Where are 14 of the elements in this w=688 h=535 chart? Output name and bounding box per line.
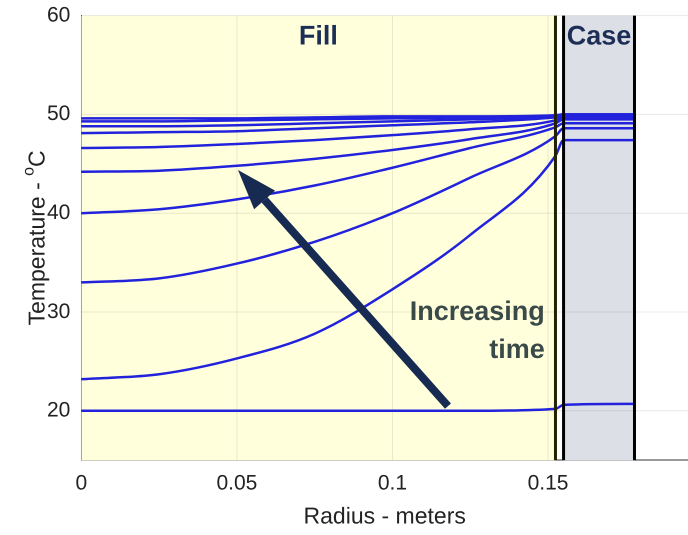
band-label: Case (566, 20, 632, 51)
x-tick-label: 0.05 (216, 472, 258, 495)
y-tick-label: 60 (47, 3, 70, 26)
y-tick-label: 50 (47, 102, 70, 126)
band-label: Fill (298, 20, 338, 51)
annotation: Increasing time (408, 295, 545, 366)
x-tick-label: 0 (76, 472, 88, 495)
y-tick-label: 20 (47, 398, 70, 422)
y-axis-title: Temperature - oC (20, 150, 50, 326)
x-tick-label: 0.1 (378, 472, 408, 495)
y-tick-label: 40 (47, 200, 70, 224)
x-axis-title: Radius - meters (304, 502, 466, 529)
x-tick-label: 0.15 (528, 472, 568, 495)
y-tick-label: 30 (47, 300, 70, 323)
